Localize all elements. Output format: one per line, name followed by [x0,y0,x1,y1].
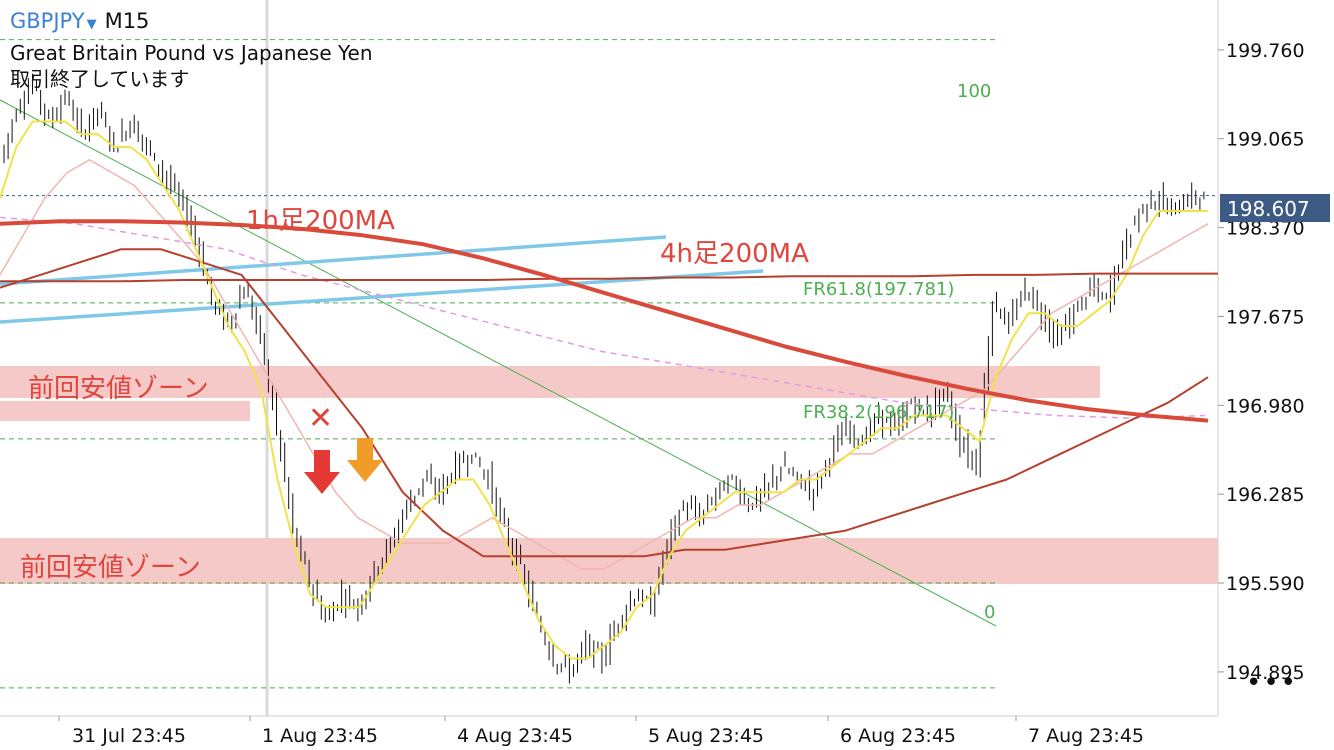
cross-mark-icon: ✕ [308,401,333,436]
fib-382-label: FR38.2(196.717) [803,402,954,423]
y-tick-label: 195.590 [1226,573,1305,595]
y-tick-label: 198.370 [1226,218,1305,240]
symbol-description: Great Britain Pound vs Japanese Yen [10,41,373,65]
ma-long-dashed-line [0,216,1206,419]
more-options-icon[interactable]: ••• [1245,668,1298,698]
zone-upper [0,366,1100,398]
blue-trendline-lower [0,269,764,324]
ma-1h-200-line [0,219,1209,423]
y-tick-label: 196.980 [1226,395,1305,417]
x-tick-label: 6 Aug 23:45 [840,725,956,747]
ma-1h-label: 1h足200MA [246,206,395,236]
zone-lower-label: 前回安値ゾーン [20,553,201,583]
ma-4h-label: 4h足200MA [660,239,809,269]
ma-fast-line [0,120,1208,660]
y-tick-label: 199.760 [1226,40,1305,62]
x-tick-label: 31 Jul 23:45 [72,725,186,747]
y-tick-label: 199.065 [1226,129,1305,151]
symbol-row[interactable]: GBPJPY ▼ M15 [10,6,373,40]
y-tick-label: 197.675 [1226,306,1305,328]
down-arrow-orange-icon [347,438,383,482]
fib-0-label: 0 [984,602,995,623]
timeframe-label[interactable]: M15 [104,9,150,33]
dropdown-arrow-icon[interactable]: ▼ [86,17,97,32]
current-price-tag: 198.607 [1220,194,1330,222]
x-tick-label: 7 Aug 23:45 [1028,725,1144,747]
fib-diagonal-line [0,99,997,627]
symbol-name[interactable]: GBPJPY [10,9,85,33]
blue-trendline-upper [0,235,667,286]
y-tick-label: 196.285 [1226,484,1305,506]
x-tick-label: 4 Aug 23:45 [457,725,573,747]
zone-upper-label: 前回安値ゾーン [28,374,209,404]
current-price-label: 198.607 [1227,197,1310,221]
down-arrow-red-icon [304,450,340,494]
market-status: 取引終了しています [10,67,190,91]
fib-100-label: 100 [957,81,991,102]
zone-upper-small [0,401,250,421]
x-tick-label: 1 Aug 23:45 [262,725,378,747]
fib-618-label: FR61.8(197.781) [803,279,954,300]
ma-4h-200-line [0,272,1218,283]
zone-lower [0,538,1218,584]
y-tick-label: 194.895 [1226,662,1305,684]
x-tick-label: 5 Aug 23:45 [648,725,764,747]
